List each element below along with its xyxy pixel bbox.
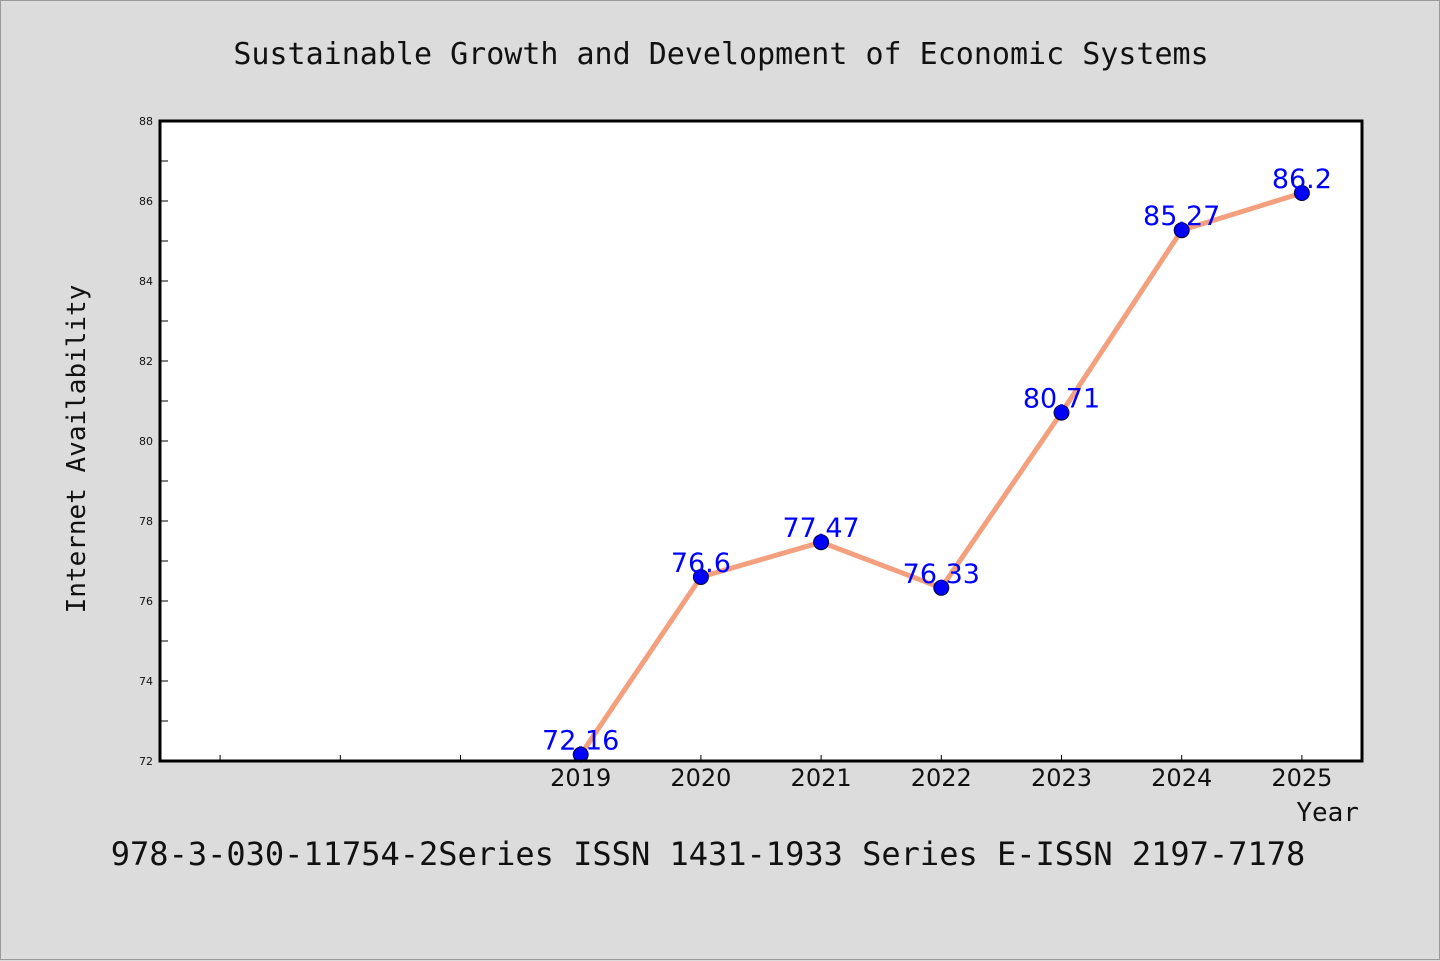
y-tick-label: 84 [139, 275, 153, 288]
y-tick-label: 76 [139, 595, 153, 608]
y-axis: 72 74 76 78 80 82 84 86 88 [139, 115, 168, 768]
y-tick-label: 82 [139, 355, 153, 368]
y-tick-label: 88 [139, 115, 153, 128]
x-tick-label: 2023 [1031, 764, 1092, 792]
data-point [1053, 404, 1070, 421]
y-tick-label: 72 [139, 755, 153, 768]
data-label: 80.71 [1023, 384, 1100, 415]
x-tick-label: 2022 [911, 764, 972, 792]
y-tick-label: 80 [139, 435, 153, 448]
data-label: 86.2 [1272, 164, 1332, 195]
y-tick-label: 74 [139, 675, 153, 688]
x-axis: 2019 2020 2021 2022 2023 2024 2025 [219, 755, 1332, 792]
data-point [1293, 185, 1310, 201]
x-tick-label: 2019 [550, 764, 611, 792]
x-tick-label: 2025 [1271, 764, 1332, 792]
x-tick-label: 2024 [1151, 764, 1212, 792]
data-label: 77.47 [782, 513, 859, 544]
data-label: 85.27 [1143, 201, 1220, 232]
data-label: 76.6 [671, 548, 731, 579]
plot-border [158, 119, 1364, 763]
data-point [692, 569, 709, 585]
x-axis-label: Year [1296, 798, 1359, 828]
data-point [1173, 222, 1190, 239]
chart-title: Sustainable Growth and Development of Ec… [233, 37, 1208, 72]
x-tick-label: 2021 [791, 764, 852, 792]
y-tick-label: 78 [139, 515, 153, 528]
y-axis-label: Internet Availability [62, 285, 92, 614]
data-labels: 72.16 76.6 77.47 76.33 80.71 85.27 86.2 [542, 164, 1332, 757]
footer-text: 978-3-030-11754-2Series ISSN 1431-1933 S… [111, 835, 1305, 873]
data-label: 76.33 [903, 559, 980, 590]
y-tick-label: 86 [139, 195, 153, 208]
data-point [813, 534, 830, 551]
data-label: 72.16 [542, 726, 619, 757]
data-markers [572, 185, 1310, 763]
x-tick-label: 2020 [670, 764, 731, 792]
plot-area [160, 121, 1362, 761]
data-point [933, 579, 950, 596]
